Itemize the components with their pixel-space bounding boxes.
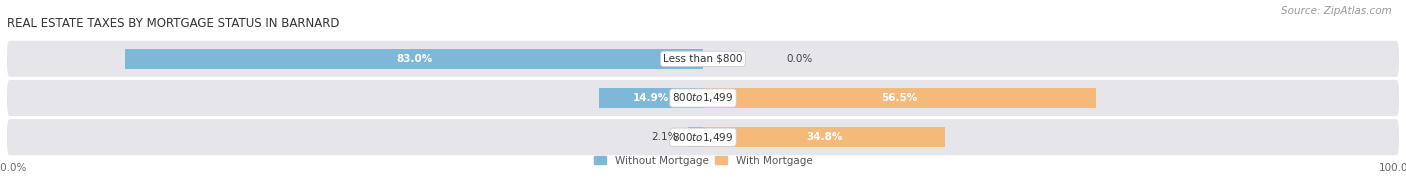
Bar <box>125 49 703 69</box>
Text: 0.0%: 0.0% <box>786 54 813 64</box>
Text: 83.0%: 83.0% <box>396 54 432 64</box>
Text: 14.9%: 14.9% <box>633 93 669 103</box>
Text: REAL ESTATE TAXES BY MORTGAGE STATUS IN BARNARD: REAL ESTATE TAXES BY MORTGAGE STATUS IN … <box>7 17 339 30</box>
FancyBboxPatch shape <box>7 80 1399 116</box>
Text: 34.8%: 34.8% <box>806 132 842 142</box>
FancyBboxPatch shape <box>7 119 1399 155</box>
Text: 2.1%: 2.1% <box>651 132 678 142</box>
Bar <box>703 127 945 147</box>
FancyBboxPatch shape <box>7 41 1399 77</box>
Legend: Without Mortgage, With Mortgage: Without Mortgage, With Mortgage <box>593 156 813 166</box>
Text: Less than $800: Less than $800 <box>664 54 742 64</box>
Text: $800 to $1,499: $800 to $1,499 <box>672 92 734 104</box>
Text: $800 to $1,499: $800 to $1,499 <box>672 131 734 144</box>
Text: 56.5%: 56.5% <box>882 93 918 103</box>
Bar <box>599 88 703 108</box>
Text: Source: ZipAtlas.com: Source: ZipAtlas.com <box>1281 6 1392 16</box>
Bar <box>703 88 1097 108</box>
Bar <box>689 127 703 147</box>
